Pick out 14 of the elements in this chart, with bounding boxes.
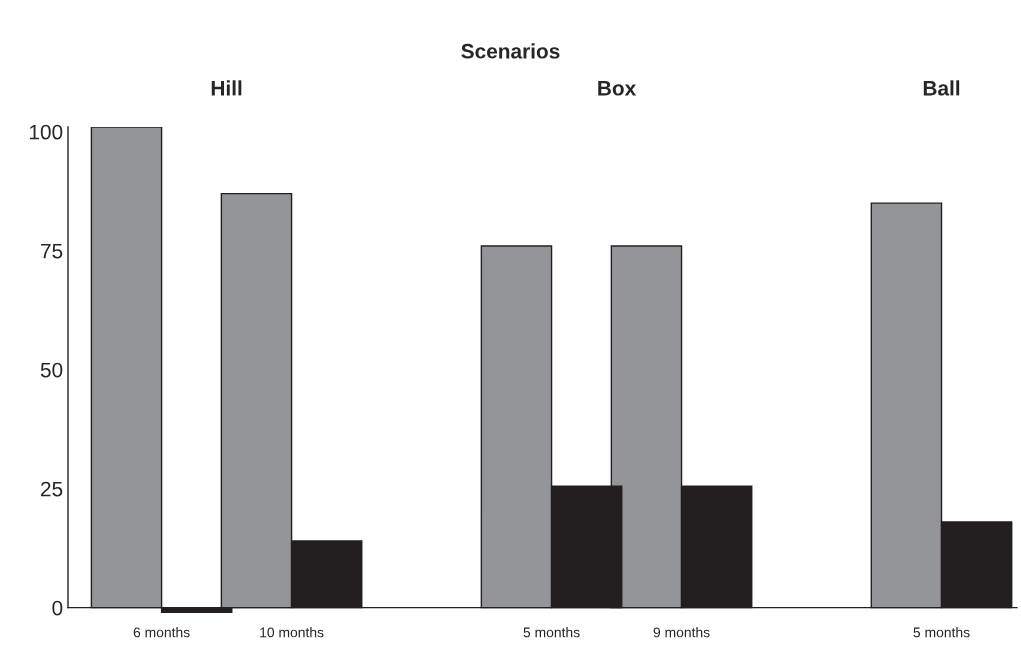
- y-tick-label: 0: [52, 600, 63, 616]
- y-tick-label: 75: [41, 243, 63, 259]
- x-tick-label: 6 months: [133, 627, 190, 638]
- text: Box: [598, 81, 637, 96]
- y-tick-label: 100: [29, 124, 63, 140]
- x-tick-label: 5 months: [523, 627, 580, 638]
- y-tick-label: 25: [41, 481, 63, 497]
- x-tick-label: 10 months: [260, 627, 324, 638]
- chart-title: Scenarios: [461, 43, 560, 59]
- x-tick-label: 9 months: [653, 627, 710, 638]
- y-tick-label: 50: [40, 362, 63, 378]
- text: Ball: [923, 80, 960, 96]
- text: Hill: [211, 80, 242, 96]
- x-tick-label: 5 months: [913, 627, 970, 638]
